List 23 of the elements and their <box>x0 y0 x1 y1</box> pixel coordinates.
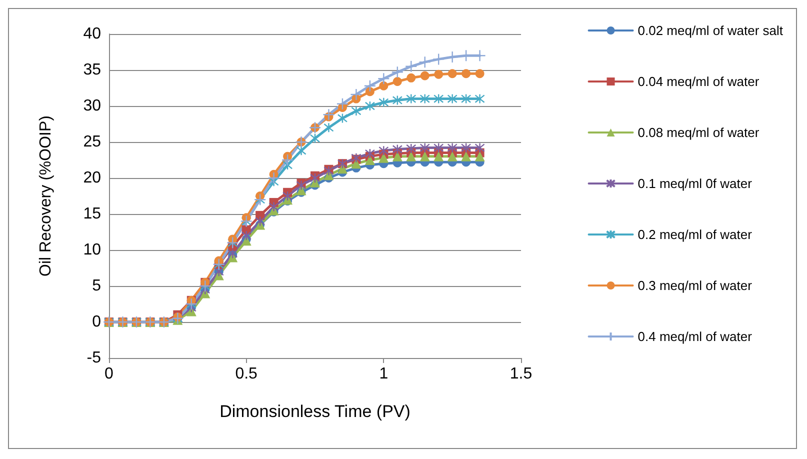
legend-label: 0.04 meq/ml of water <box>638 74 760 89</box>
y-tick-label: 5 <box>92 278 102 294</box>
legend-label: 0.4 meq/ml of water <box>638 329 753 344</box>
legend-label: 0.02 meq/ml of water salt <box>638 23 784 38</box>
y-tick-label: 25 <box>83 134 102 150</box>
x-tick-label: 1.5 <box>510 366 532 382</box>
y-axis-title: Oil Recovery (%OOIP) <box>38 116 54 276</box>
y-tick-label: 30 <box>83 98 102 114</box>
legend-label: 0.08 meq/ml of water <box>638 125 760 140</box>
y-tick-label: 0 <box>92 314 102 330</box>
y-tick-label: 15 <box>83 206 102 222</box>
y-tick-label: 40 <box>83 26 102 42</box>
x-tick-label: 1 <box>379 366 388 382</box>
y-tick-label: 10 <box>83 242 102 258</box>
y-tick-label: 20 <box>83 170 102 186</box>
y-tick-label: -5 <box>86 350 102 366</box>
y-tick-label: 35 <box>83 62 102 78</box>
x-tick-label: 0.5 <box>235 366 258 382</box>
x-tick-label: 0 <box>104 366 114 382</box>
legend-label: 0.3 meq/ml of water <box>638 278 753 293</box>
legend-label: 0.2 meq/ml of water <box>638 227 753 242</box>
legend-label: 0.1 meq/ml 0f water <box>638 176 753 191</box>
x-axis-title: Dimonsionless Time (PV) <box>220 402 410 421</box>
